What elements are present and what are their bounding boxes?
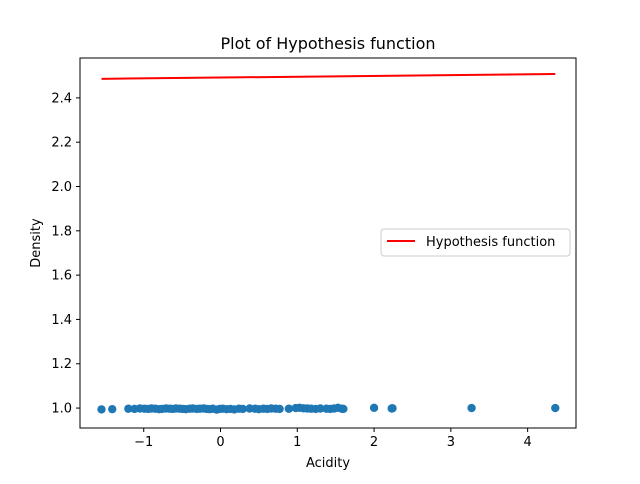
scatter-point [339, 404, 348, 414]
plot-frame [79, 57, 577, 429]
y-tick-label: 1.8 [51, 224, 72, 239]
legend-label-hypothesis: Hypothesis function [426, 235, 555, 250]
scatter-point [369, 403, 379, 413]
x-tick-label: 3 [447, 435, 455, 450]
x-tick-label: −1 [134, 435, 153, 450]
scatter-point [97, 405, 106, 414]
scatter-point [388, 404, 397, 413]
x-tick-label: 4 [523, 435, 531, 450]
y-axis-label: Density [29, 218, 44, 268]
scatter-point [108, 404, 117, 414]
legend: Hypothesis function [380, 228, 571, 257]
x-tick-label: 2 [370, 435, 378, 450]
scatter-point [124, 404, 133, 413]
scatter-point [551, 403, 560, 413]
hypothesis-line [101, 72, 556, 80]
x-tick-label: 1 [293, 435, 301, 450]
x-tick-label: 0 [216, 435, 224, 450]
y-tick-label: 1.6 [51, 269, 72, 284]
y-tick-label: 2.2 [51, 136, 72, 151]
chart-title: Plot of Hypothesis function [220, 34, 435, 53]
x-axis-label: Acidity [306, 456, 350, 471]
scatter-point [316, 404, 325, 413]
y-tick-label: 2.4 [51, 91, 72, 106]
y-tick-label: 1.0 [51, 402, 72, 417]
legend-box [380, 228, 571, 257]
y-tick-label: 1.2 [51, 357, 72, 372]
y-tick-label: 2.0 [51, 180, 72, 195]
scatter-point [284, 404, 294, 413]
scatter-point [275, 404, 284, 414]
y-tick-label: 1.4 [51, 313, 72, 328]
scatter-point [238, 404, 247, 414]
scatter-point [467, 403, 476, 413]
